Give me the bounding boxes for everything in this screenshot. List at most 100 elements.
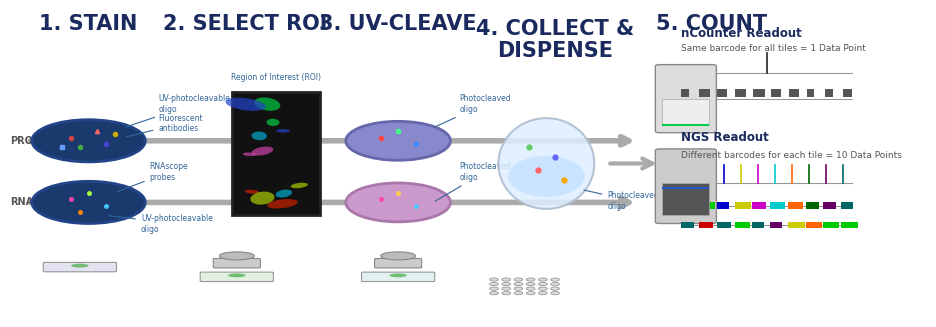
FancyBboxPatch shape: [717, 202, 729, 209]
Text: Region of Interest (ROI): Region of Interest (ROI): [231, 74, 321, 82]
FancyBboxPatch shape: [681, 202, 694, 209]
FancyBboxPatch shape: [699, 89, 710, 97]
Circle shape: [502, 278, 511, 281]
FancyBboxPatch shape: [806, 202, 819, 209]
FancyBboxPatch shape: [361, 272, 434, 282]
FancyBboxPatch shape: [681, 89, 689, 97]
FancyBboxPatch shape: [717, 222, 731, 228]
Ellipse shape: [381, 252, 416, 260]
Ellipse shape: [228, 273, 245, 277]
Ellipse shape: [389, 273, 407, 277]
Ellipse shape: [242, 152, 256, 156]
Ellipse shape: [226, 98, 266, 111]
Circle shape: [514, 287, 523, 290]
FancyBboxPatch shape: [663, 187, 709, 189]
Circle shape: [526, 283, 535, 286]
Circle shape: [538, 287, 548, 290]
Text: 3. UV-CLEAVE: 3. UV-CLEAVE: [319, 14, 477, 34]
FancyBboxPatch shape: [770, 222, 782, 228]
FancyBboxPatch shape: [374, 259, 421, 268]
Circle shape: [538, 283, 548, 286]
Ellipse shape: [245, 190, 259, 194]
Text: 4. COLLECT &
DISPENSE: 4. COLLECT & DISPENSE: [475, 20, 635, 61]
FancyBboxPatch shape: [663, 99, 709, 125]
Ellipse shape: [219, 252, 255, 260]
FancyBboxPatch shape: [824, 202, 836, 209]
Text: 2. SELECT ROI: 2. SELECT ROI: [164, 14, 328, 34]
Circle shape: [550, 278, 560, 281]
FancyBboxPatch shape: [699, 222, 712, 228]
Text: RNA: RNA: [10, 198, 34, 207]
FancyBboxPatch shape: [200, 272, 273, 282]
Circle shape: [526, 278, 535, 281]
Circle shape: [490, 287, 498, 290]
Ellipse shape: [276, 129, 290, 132]
Circle shape: [526, 287, 535, 290]
Text: UV-photocleavable
oligo: UV-photocleavable oligo: [109, 214, 212, 233]
Circle shape: [550, 287, 560, 290]
FancyBboxPatch shape: [655, 65, 716, 133]
FancyBboxPatch shape: [806, 222, 822, 228]
Ellipse shape: [71, 264, 89, 267]
FancyBboxPatch shape: [753, 89, 766, 97]
Circle shape: [550, 283, 560, 286]
Circle shape: [345, 121, 450, 160]
Circle shape: [502, 292, 511, 295]
Text: 1. STAIN: 1. STAIN: [39, 14, 138, 34]
Circle shape: [345, 183, 450, 222]
FancyBboxPatch shape: [736, 89, 746, 97]
Circle shape: [514, 292, 523, 295]
Circle shape: [550, 292, 560, 295]
FancyBboxPatch shape: [771, 89, 781, 97]
Ellipse shape: [252, 146, 273, 156]
Ellipse shape: [267, 119, 280, 126]
FancyBboxPatch shape: [717, 89, 726, 97]
Circle shape: [502, 283, 511, 286]
Text: Photocleaved
oligo: Photocleaved oligo: [435, 94, 511, 127]
Circle shape: [514, 278, 523, 281]
Ellipse shape: [508, 156, 585, 197]
Circle shape: [490, 278, 498, 281]
Ellipse shape: [268, 199, 298, 209]
Text: Different barcodes for each tile = 10 Data Points: Different barcodes for each tile = 10 Da…: [681, 150, 902, 160]
Text: Same barcode for all tiles = 1 Data Point: Same barcode for all tiles = 1 Data Poin…: [681, 43, 867, 53]
FancyBboxPatch shape: [753, 202, 766, 209]
FancyBboxPatch shape: [788, 202, 803, 209]
Ellipse shape: [252, 131, 267, 140]
FancyBboxPatch shape: [841, 202, 853, 209]
Text: RNAscope
probes: RNAscope probes: [117, 162, 188, 192]
Text: PROTEIN: PROTEIN: [10, 136, 58, 146]
FancyBboxPatch shape: [842, 89, 853, 97]
Text: UV-photocleavable
oligo: UV-photocleavable oligo: [126, 94, 230, 127]
FancyBboxPatch shape: [735, 202, 752, 209]
Ellipse shape: [275, 190, 292, 198]
FancyBboxPatch shape: [663, 124, 709, 126]
Text: Fluorescent
antibodies: Fluorescent antibodies: [126, 114, 203, 137]
FancyBboxPatch shape: [735, 222, 750, 228]
Circle shape: [490, 292, 498, 295]
FancyBboxPatch shape: [232, 92, 320, 215]
Ellipse shape: [290, 183, 308, 188]
FancyBboxPatch shape: [699, 202, 715, 209]
Text: nCounter Readout: nCounter Readout: [681, 27, 802, 40]
FancyBboxPatch shape: [825, 89, 833, 97]
FancyBboxPatch shape: [663, 183, 709, 215]
Text: Photocleaved
oligo: Photocleaved oligo: [435, 162, 511, 201]
Circle shape: [538, 278, 548, 281]
Text: NGS Readout: NGS Readout: [681, 131, 769, 144]
FancyBboxPatch shape: [841, 222, 857, 228]
FancyBboxPatch shape: [770, 202, 784, 209]
Ellipse shape: [255, 97, 281, 111]
Circle shape: [490, 283, 498, 286]
Text: Photocleaved
oligo: Photocleaved oligo: [584, 190, 659, 211]
FancyBboxPatch shape: [824, 222, 839, 228]
Circle shape: [32, 120, 145, 162]
Circle shape: [514, 283, 523, 286]
FancyBboxPatch shape: [655, 149, 716, 223]
FancyBboxPatch shape: [681, 222, 694, 228]
FancyBboxPatch shape: [753, 222, 764, 228]
Ellipse shape: [250, 192, 274, 205]
FancyBboxPatch shape: [788, 222, 805, 228]
Text: 5. COUNT: 5. COUNT: [656, 14, 768, 34]
FancyBboxPatch shape: [43, 262, 116, 272]
